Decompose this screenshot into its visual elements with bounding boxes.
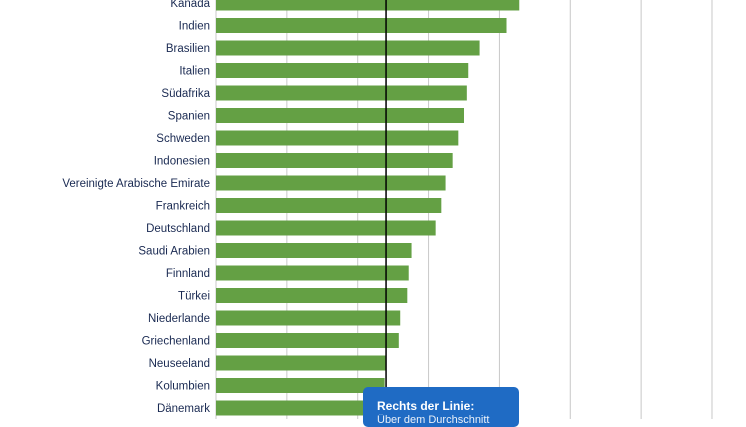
bar [216,243,412,258]
bar [216,130,459,146]
bar [216,265,409,281]
category-label: Kanada [170,0,210,10]
category-label: Türkei [178,291,210,303]
bar [216,355,387,371]
category-label: Finnland [166,268,210,280]
bars [216,0,520,416]
bar [216,378,385,393]
category-label: Saudi Arabien [138,246,210,258]
bar [216,0,520,11]
bar [216,400,379,416]
category-label: Deutschland [146,223,210,235]
annotation-subtitle: Über dem Durchschnitt [377,414,490,426]
bar [216,198,442,213]
category-labels: Kanada Indien Brasilien Italien Südafrika Spa… [62,0,210,415]
category-label: Brasilien [166,43,210,55]
category-label: Dänemark [157,403,210,415]
category-label: Südafrika [161,88,210,100]
category-label: Indien [179,21,210,33]
annotation-box: Rechts der Linie: Über dem Durchschnitt [363,387,519,427]
annotation-title: Rechts der Linie: [377,399,475,413]
bar [216,40,480,56]
bar [216,310,401,326]
bar [216,18,507,33]
category-label: Niederlande [148,313,210,325]
category-label: Vereinigte Arabische Emirate [62,178,210,190]
bar [216,108,464,123]
category-label: Griechenland [142,336,210,348]
bar [216,333,399,348]
bar [216,175,446,191]
bar [216,85,467,101]
bar [216,220,436,236]
bar [216,63,469,78]
category-label: Spanien [168,111,210,123]
category-label: Neuseeland [149,358,210,370]
bar [216,288,408,303]
category-label: Indonesien [154,156,210,168]
category-label: Schweden [156,133,210,145]
category-label: Kolumbien [156,381,210,393]
bar [216,153,453,168]
category-label: Frankreich [156,201,210,213]
category-label: Italien [179,66,210,78]
